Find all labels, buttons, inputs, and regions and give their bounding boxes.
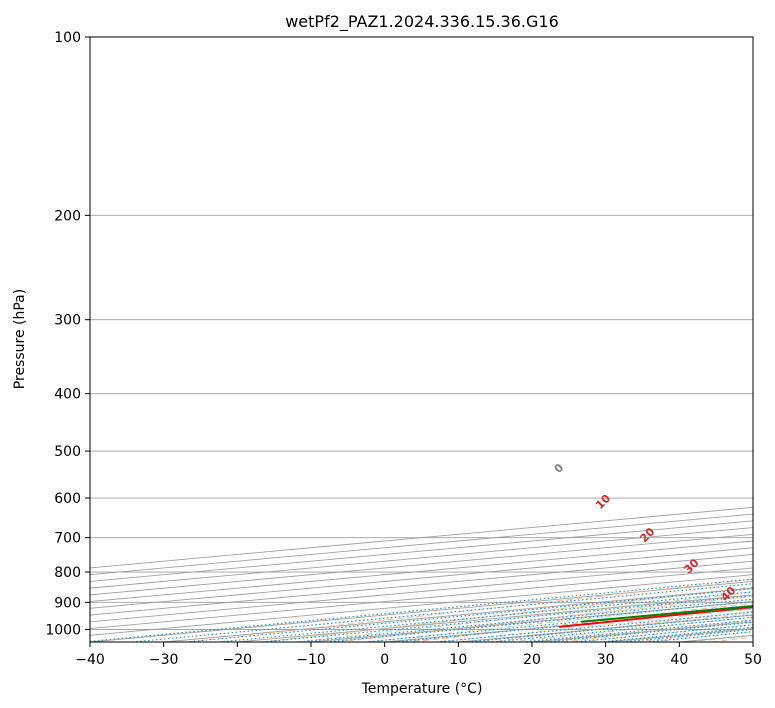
mixing-ratio-line: [185, 588, 753, 642]
x-tick-label: −10: [296, 652, 326, 668]
x-axis-label: Temperature (°C): [361, 681, 483, 697]
y-tick-label: 900: [54, 595, 81, 611]
x-tick-label: 20: [523, 652, 541, 668]
y-tick-label: 800: [54, 565, 81, 581]
y-axis-label: Pressure (hPa): [12, 289, 28, 389]
axis-ticks: −40 −30 −20 −10 0 10 20 30 40 50 100 200 300 400 500 60…: [45, 30, 762, 668]
mixing-ratio-line: [131, 583, 753, 642]
x-tick-label: −20: [223, 652, 253, 668]
x-tick-label: −30: [149, 652, 179, 668]
y-tick-label: 600: [54, 491, 81, 507]
y-tick-label: 400: [54, 387, 81, 403]
isotherm-line: [90, 540, 753, 603]
y-tick-label: 100: [54, 30, 81, 46]
x-tick-label: 10: [449, 652, 467, 668]
isotherm-line: [90, 506, 753, 569]
y-tick-label: 500: [54, 444, 81, 460]
x-tick-label: 0: [380, 652, 389, 668]
isotherm-line: [90, 533, 753, 596]
mixing-ratio-line: [90, 578, 753, 642]
isotherm-line: [90, 513, 753, 576]
chart-title: wetPf2_PAZ1.2024.336.15.36.G16: [285, 12, 559, 32]
plot-frame: [89, 36, 754, 643]
y-tick-label: 1000: [45, 622, 81, 638]
x-tick-label: 40: [670, 652, 688, 668]
x-tick-label: 30: [597, 652, 615, 668]
y-tick-label: 300: [54, 313, 81, 329]
x-tick-label: 50: [744, 652, 762, 668]
x-tick-label: −40: [75, 652, 105, 668]
isotherm-line: [90, 527, 753, 589]
y-tick-label: 200: [54, 208, 81, 224]
y-tick-label: 700: [54, 531, 81, 547]
moist-adiabat-line: [296, 591, 753, 642]
dry-adiabat-line: [338, 594, 753, 642]
isotherm-line: [90, 520, 753, 582]
